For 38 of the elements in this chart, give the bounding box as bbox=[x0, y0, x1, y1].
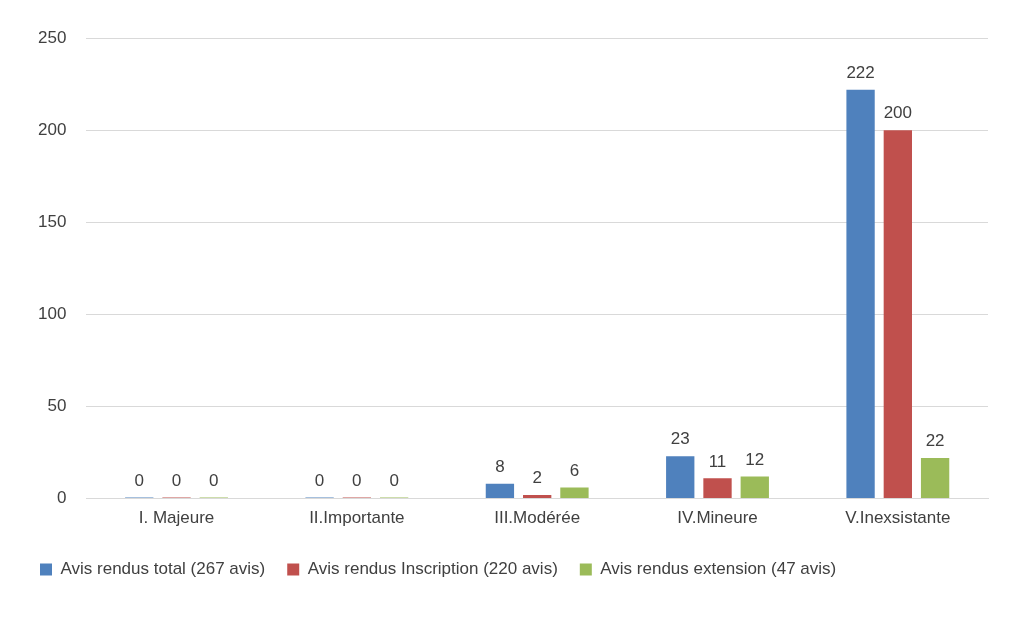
legend-label: Avis rendus extension (47 avis) bbox=[600, 559, 837, 579]
data-label: 11 bbox=[708, 451, 727, 471]
x-tick-label: I. Majeure bbox=[138, 508, 215, 528]
y-tick-label: 150 bbox=[37, 212, 67, 232]
data-label: 0 bbox=[171, 470, 182, 490]
bar bbox=[560, 487, 589, 499]
y-tick-label: 200 bbox=[37, 119, 67, 139]
x-tick-label: III.Modérée bbox=[494, 508, 581, 528]
data-label: 222 bbox=[846, 62, 875, 82]
bar bbox=[883, 130, 912, 499]
data-label: 22 bbox=[925, 431, 945, 451]
bar bbox=[523, 494, 552, 499]
bar bbox=[920, 458, 950, 499]
bar bbox=[703, 478, 732, 499]
x-tick-label: V.Inexsistante bbox=[845, 508, 951, 528]
x-tick-label: IV.Mineure bbox=[677, 508, 758, 528]
data-label: 0 bbox=[352, 470, 362, 490]
legend-label: Avis rendus total (267 avis) bbox=[60, 559, 266, 579]
y-tick-label: 50 bbox=[47, 396, 67, 416]
y-tick-label: 0 bbox=[56, 488, 67, 508]
data-label: 8 bbox=[495, 457, 505, 477]
bar bbox=[740, 476, 769, 499]
y-tick-label: 250 bbox=[37, 27, 67, 47]
data-label: 200 bbox=[883, 103, 913, 123]
data-label: 0 bbox=[389, 470, 399, 490]
data-label: 2 bbox=[532, 468, 542, 488]
bar bbox=[666, 456, 695, 499]
data-label: 12 bbox=[745, 449, 765, 469]
x-tick-label: II.Importante bbox=[309, 508, 405, 528]
data-label: 23 bbox=[670, 429, 690, 449]
data-label: 6 bbox=[569, 460, 580, 480]
data-label: 0 bbox=[209, 470, 219, 490]
bar bbox=[485, 483, 515, 499]
data-label: 0 bbox=[314, 470, 325, 490]
y-tick-label: 100 bbox=[37, 304, 67, 324]
bar bbox=[846, 89, 875, 499]
legend-label: Avis rendus Inscription (220 avis) bbox=[307, 559, 558, 579]
data-label: 0 bbox=[134, 470, 144, 490]
